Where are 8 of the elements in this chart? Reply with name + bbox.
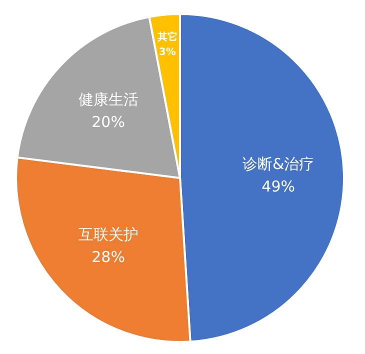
slice-label: 健康生活 [78, 90, 138, 109]
data-label: 28% [92, 248, 125, 266]
slice-label: 诊断&治疗 [242, 154, 314, 173]
slice-label: 其它 [156, 31, 178, 44]
data-label: 3% [158, 47, 176, 58]
data-label: 20% [92, 113, 125, 132]
slice-label: 互联关护 [78, 225, 138, 244]
data-label: 49% [262, 177, 296, 196]
